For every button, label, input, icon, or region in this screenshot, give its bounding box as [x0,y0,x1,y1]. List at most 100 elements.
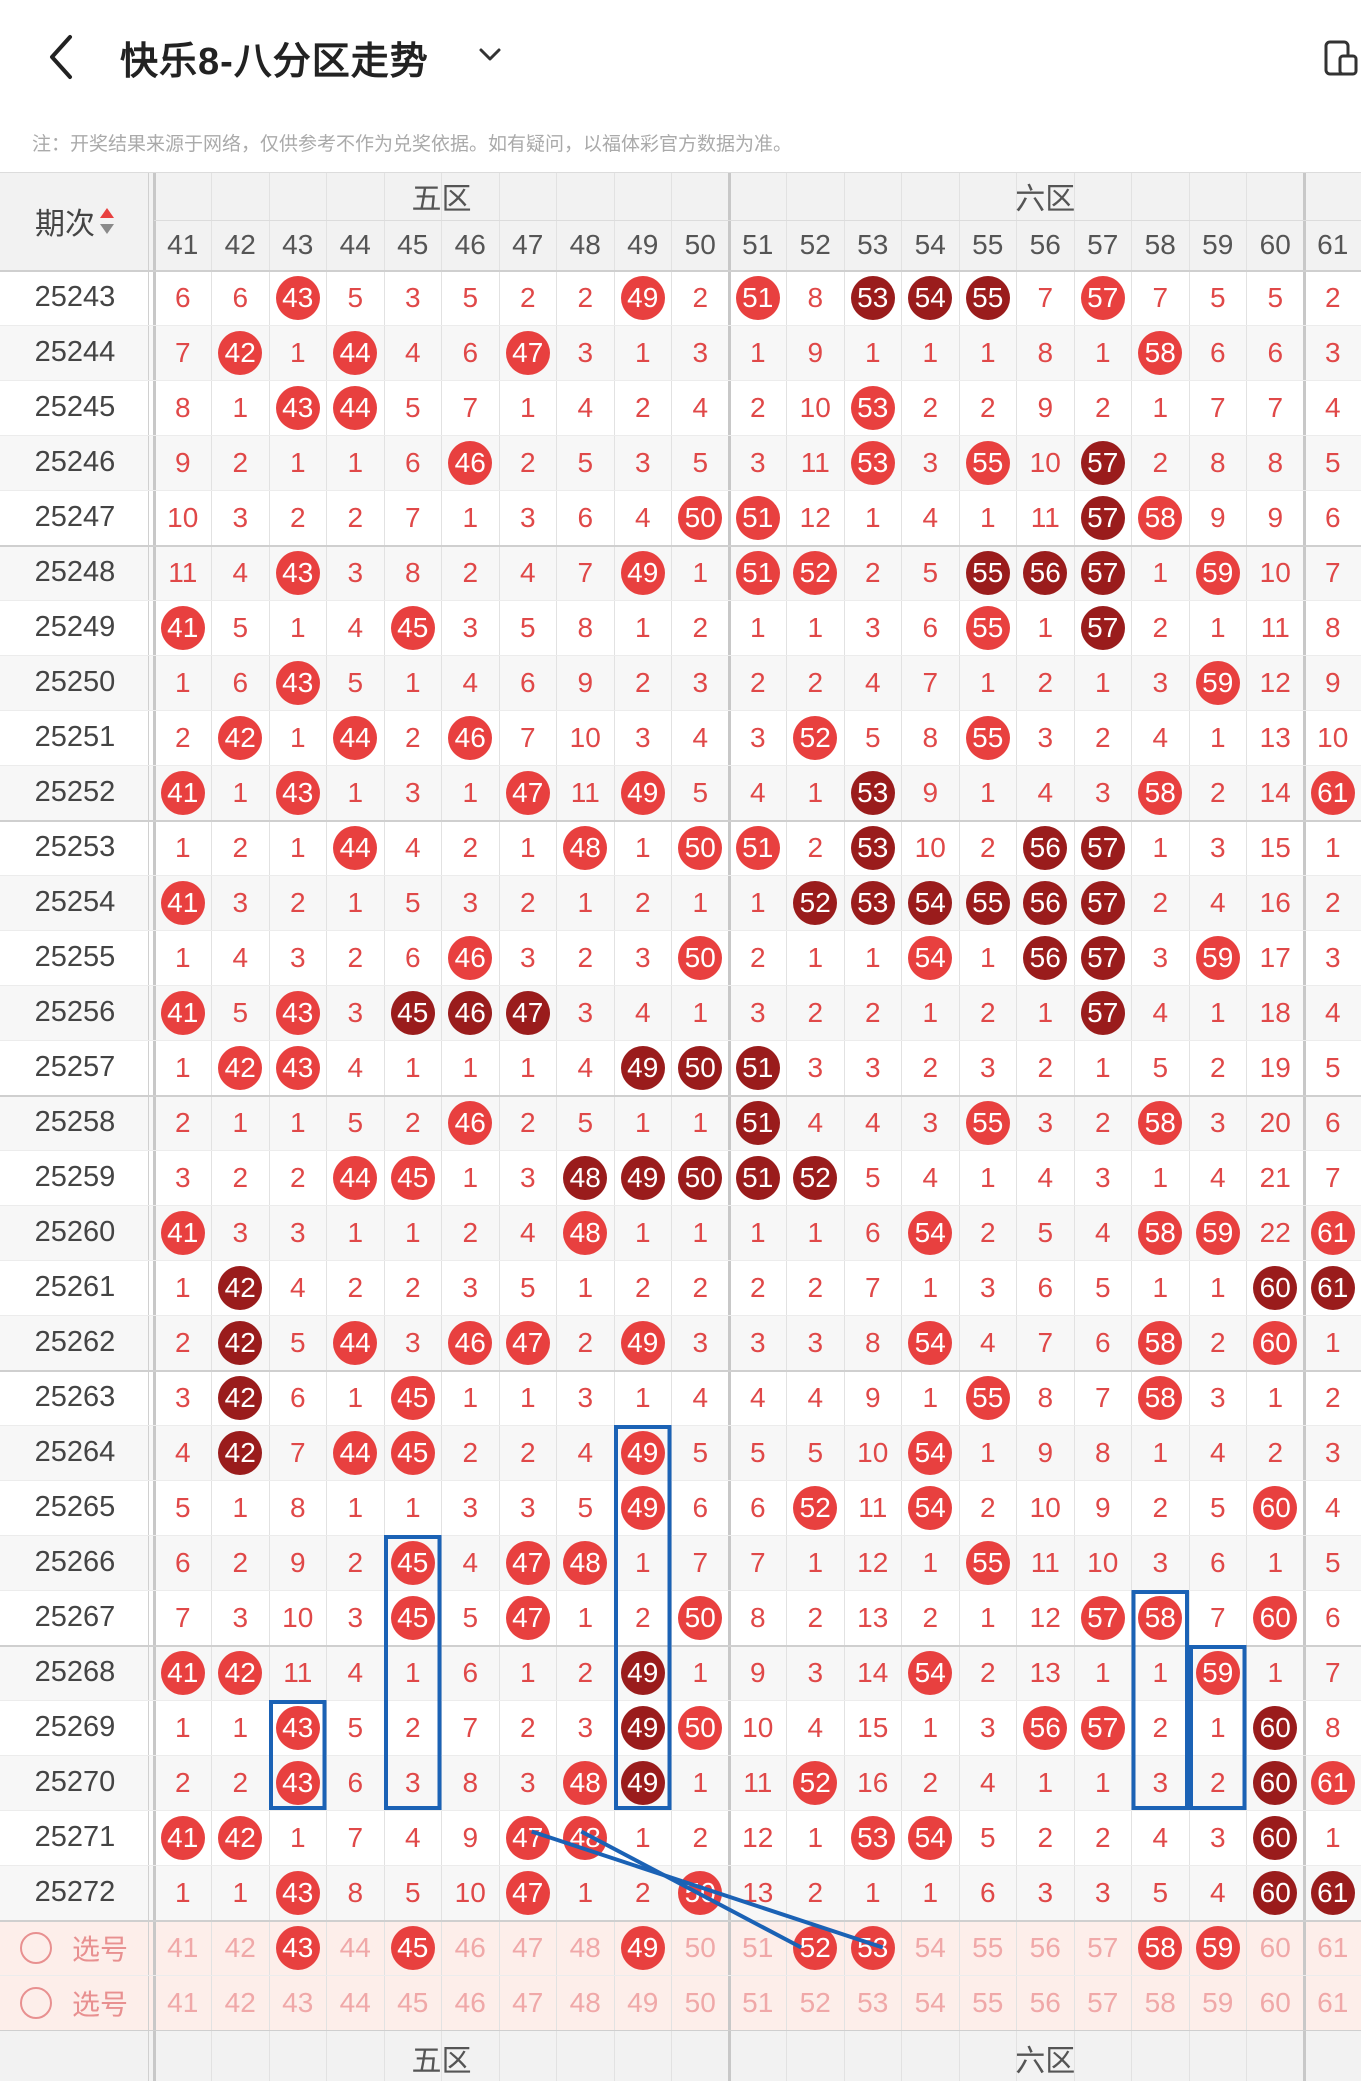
select-number[interactable]: 57 [1087,1931,1119,1963]
miss-count: 2 [634,886,651,918]
miss-count: 1 [634,611,651,643]
select-number[interactable]: 47 [512,1931,544,1963]
hit-ball: 48 [563,1210,608,1255]
hit-ball-repeat: 56 [1023,550,1068,595]
hit-ball: 52 [793,1760,838,1805]
select-number[interactable]: 55 [972,1931,1004,1963]
sort-updown-icon[interactable] [99,206,115,236]
miss-count: 9 [922,776,939,808]
miss-count: 9 [1094,1491,1111,1523]
period-cell: 25266 [34,1546,116,1578]
miss-count: 13 [1029,1656,1061,1688]
select-number[interactable]: 61 [1317,1986,1349,2018]
miss-count: 7 [1037,281,1054,313]
miss-count: 3 [174,1161,191,1193]
device-switch-icon[interactable] [1322,38,1358,78]
miss-count: 5 [979,1821,996,1853]
miss-count: 3 [519,1161,536,1193]
select-number[interactable]: 42 [224,1986,256,2018]
select-number[interactable]: 48 [569,1931,601,1963]
miss-count: 3 [922,1106,939,1138]
select-number[interactable]: 58 [1144,1986,1176,2018]
miss-count: 2 [634,391,651,423]
hit-ball-repeat: 60 [1253,1705,1298,1750]
select-number[interactable]: 56 [1029,1986,1061,2018]
miss-count: 8 [864,1326,881,1358]
period-header[interactable]: 期次 [0,172,150,270]
select-number[interactable]: 61 [1317,1931,1349,1963]
grid-line [0,1975,1361,1976]
grid-line [1016,172,1017,2081]
chevron-left-icon[interactable] [40,32,80,82]
select-number[interactable]: 54 [914,1986,946,2018]
selected-number-ball[interactable]: 59 [1195,1925,1240,1970]
select-radio-icon[interactable] [20,1987,52,2019]
hit-ball: 58 [1138,1595,1183,1640]
miss-count: 1 [232,391,249,423]
grid-line [0,270,1361,272]
hit-ball-repeat: 49 [620,1760,665,1805]
hit-ball: 54 [908,1815,953,1860]
selected-number-ball[interactable]: 53 [850,1925,895,1970]
miss-count: 3 [347,1601,364,1633]
select-number[interactable]: 55 [972,1986,1004,2018]
select-radio-icon[interactable] [20,1932,52,1964]
miss-count: 1 [289,446,306,478]
select-number[interactable]: 59 [1202,1986,1234,2018]
miss-count: 7 [347,1821,364,1853]
zone-footer: 五区 [411,2044,472,2078]
hit-ball: 43 [275,770,320,815]
miss-count: 5 [577,1491,594,1523]
grid-line [0,1755,1361,1756]
miss-count: 1 [1152,391,1169,423]
select-number[interactable]: 50 [684,1986,716,2018]
miss-count: 2 [1094,391,1111,423]
chevron-down-icon[interactable] [475,40,505,70]
miss-count: 9 [462,1821,479,1853]
select-number[interactable]: 46 [454,1986,486,2018]
select-number[interactable]: 51 [742,1931,774,1963]
selected-number-ball[interactable]: 45 [390,1925,435,1970]
hit-ball: 59 [1195,660,1240,705]
select-number[interactable]: 41 [167,1931,199,1963]
select-number[interactable]: 46 [454,1931,486,1963]
hit-ball: 45 [390,1430,435,1475]
select-number[interactable]: 49 [627,1986,659,2018]
miss-count: 8 [749,1601,766,1633]
select-number[interactable]: 60 [1259,1986,1291,2018]
selected-number-ball[interactable]: 58 [1138,1925,1183,1970]
select-number[interactable]: 52 [799,1986,831,2018]
select-number[interactable]: 42 [224,1931,256,1963]
select-number[interactable]: 54 [914,1931,946,1963]
miss-count: 2 [232,446,249,478]
grid-line [0,380,1361,381]
selected-number-ball[interactable]: 43 [275,1925,320,1970]
miss-count: 1 [519,1381,536,1413]
miss-count: 1 [232,1711,249,1743]
miss-count: 3 [979,1051,996,1083]
select-number[interactable]: 44 [339,1931,371,1963]
hit-ball: 44 [333,715,378,760]
select-number[interactable]: 47 [512,1986,544,2018]
select-number[interactable]: 56 [1029,1931,1061,1963]
miss-count: 4 [1152,721,1169,753]
select-number[interactable]: 60 [1259,1931,1291,1963]
column-header: 42 [224,229,256,260]
miss-count: 4 [1209,886,1226,918]
miss-count: 1 [174,831,191,863]
select-number[interactable]: 53 [857,1986,889,2018]
selected-number-ball[interactable]: 52 [793,1925,838,1970]
hit-ball-repeat: 55 [965,275,1010,320]
select-number[interactable]: 44 [339,1986,371,2018]
select-number[interactable]: 41 [167,1986,199,2018]
select-number[interactable]: 48 [569,1986,601,2018]
select-number[interactable]: 51 [742,1986,774,2018]
selected-number-ball[interactable]: 49 [620,1925,665,1970]
hit-ball: 42 [218,1815,263,1860]
select-number[interactable]: 50 [684,1931,716,1963]
select-number[interactable]: 43 [282,1986,314,2018]
select-number[interactable]: 57 [1087,1986,1119,2018]
miss-count: 4 [864,1106,881,1138]
miss-count: 2 [979,391,996,423]
select-number[interactable]: 45 [397,1986,429,2018]
